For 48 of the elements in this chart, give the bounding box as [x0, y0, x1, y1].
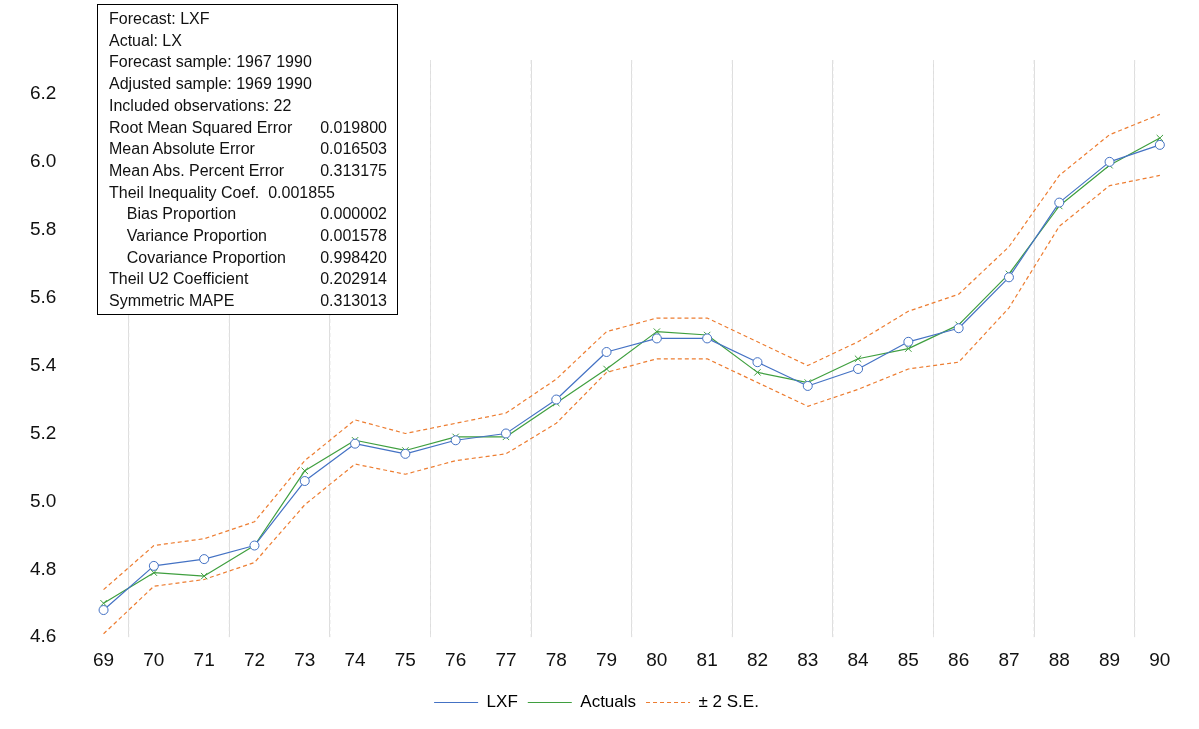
- x-tick-label: 82: [746, 648, 769, 670]
- annotation: Theil Inequality Coef. 0.001855: [109, 182, 335, 203]
- x-tick-label: 87: [998, 648, 1020, 670]
- y-tick-label: 5.0: [29, 489, 57, 511]
- x-tick-label: 83: [797, 648, 819, 670]
- x-tick-label: 69: [92, 648, 115, 670]
- text: Theil U2 Coefficient 0.202914: [109, 270, 387, 288]
- x-tick-label: 80: [646, 648, 668, 670]
- y-tick-label: 5.8: [29, 218, 57, 239]
- text: Bias Proportion 0.000002: [126, 205, 387, 223]
- y-tick-label: 4.6: [29, 625, 57, 647]
- text: Forecast: LXF: [109, 9, 210, 29]
- x-tick-label: 77: [495, 648, 517, 670]
- x-tick-label: 78: [545, 648, 567, 670]
- text: Variance Proportion 0.001578: [126, 227, 387, 245]
- text: Root Mean Squared Error 0.019800: [109, 118, 387, 136]
- legend-label: Actuals: [580, 692, 637, 712]
- text: Covariance Proportion 0.998420: [126, 248, 387, 266]
- y-tick-label: 5.2: [29, 421, 57, 443]
- annotation: Adjusted sample: 1969 1990: [109, 74, 312, 95]
- x-tick-label: 79: [595, 648, 618, 670]
- x-tick-label: 84: [847, 648, 870, 670]
- x-tick-label: 76: [445, 648, 467, 670]
- x-tick-label: 88: [1048, 648, 1070, 670]
- text: Symmetric MAPE 0.313013: [109, 292, 387, 310]
- text: Actual: LX: [109, 30, 182, 51]
- x-tick-label: 71: [193, 648, 215, 670]
- legend-label: ± 2 S.E.: [698, 692, 759, 712]
- x-tick-label: 75: [394, 648, 416, 670]
- annotation: Included observations: 22: [109, 95, 292, 116]
- x-tick-label: 86: [948, 648, 970, 670]
- x-tick-label: 74: [344, 648, 367, 670]
- y-tick-label: 5.4: [29, 353, 57, 375]
- x-tick-label: 81: [696, 648, 718, 670]
- y-tick-label: 6.0: [29, 150, 57, 172]
- x-tick-label: 89: [1098, 648, 1121, 670]
- y-tick-label: 4.8: [29, 557, 57, 579]
- x-tick-label: 90: [1149, 648, 1171, 670]
- legend-label: LXF: [486, 692, 518, 712]
- x-tick-label: 72: [243, 648, 266, 670]
- x-tick-label: 73: [294, 648, 316, 670]
- x-tick-label: 85: [897, 648, 919, 670]
- y-tick-label: 5.6: [29, 285, 57, 307]
- x-tick-label: 70: [143, 648, 165, 670]
- y-tick-label: 6.2: [29, 82, 57, 104]
- text: Mean Absolute Error 0.016503: [109, 140, 387, 158]
- text: Mean Abs. Percent Error 0.313175: [109, 161, 387, 179]
- annotation: Forecast sample: 1967 1990: [109, 52, 312, 73]
